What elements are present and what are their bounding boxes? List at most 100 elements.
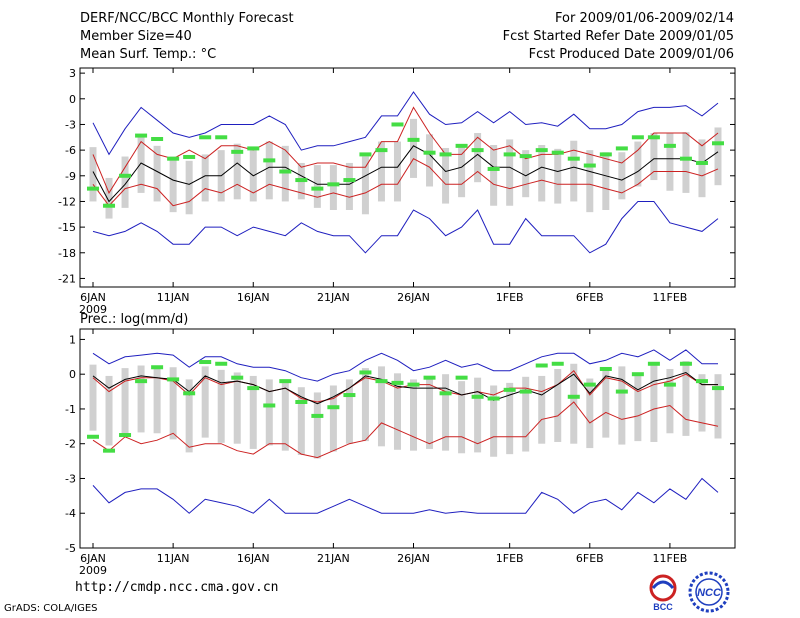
observed-mark-p1-1 [103, 448, 116, 453]
ensemble-bar-p1-24 [474, 377, 482, 453]
xtick-label-p0-1: 11JAN [157, 291, 190, 304]
xtick-label-p1-3: 21JAN [317, 552, 350, 565]
ensemble-bar-p0-29 [554, 148, 562, 204]
ensemble-bar-p1-32 [602, 368, 610, 438]
observed-mark-p0-14 [311, 186, 324, 191]
observed-mark-p0-27 [519, 154, 532, 159]
ensemble-bar-p1-23 [458, 381, 466, 454]
ensemble-bar-p1-14 [313, 392, 321, 459]
plot-frame-p0 [79, 67, 736, 288]
xtick-label-p1-2: 16JAN [237, 552, 270, 565]
observed-mark-p1-37 [679, 361, 692, 366]
ensemble-bar-p1-22 [442, 374, 450, 451]
observed-mark-p1-12 [279, 379, 292, 384]
observed-mark-p0-21 [423, 150, 436, 155]
observed-mark-p1-15 [327, 405, 340, 410]
ensemble-bar-p1-16 [345, 379, 353, 444]
ensemble-bar-p1-26 [506, 382, 514, 455]
ensemble-bar-p0-38 [698, 139, 706, 198]
observed-mark-p0-33 [615, 146, 628, 151]
observed-mark-p0-31 [583, 163, 596, 168]
observed-mark-p0-28 [535, 148, 548, 153]
ensemble-bar-p1-7 [201, 366, 209, 438]
xtick-label-p1-0: 6JAN [80, 552, 106, 565]
observed-mark-p1-36 [663, 382, 676, 387]
ensemble-bar-p1-17 [361, 368, 369, 442]
observed-mark-p0-11 [263, 158, 276, 163]
ytick-label-p0-1: 0 [69, 93, 76, 106]
observed-mark-p1-29 [551, 361, 564, 366]
ensemble-bar-p1-25 [490, 385, 498, 457]
observed-mark-p1-5 [167, 377, 180, 382]
observed-mark-p0-15 [327, 182, 340, 187]
observed-mark-p0-10 [247, 146, 260, 151]
ensemble-bar-p1-2 [121, 368, 129, 436]
ytick-label-p0-0: 3 [69, 67, 76, 80]
observed-mark-p0-23 [455, 143, 468, 148]
observed-mark-p1-14 [311, 413, 324, 418]
series-line-mean-p1 [92, 371, 718, 405]
header-left: DERF/NCC/BCC Monthly Forecast Member Siz… [80, 10, 294, 64]
source-url[interactable]: http://cmdp.ncc.cma.gov.cn [75, 580, 279, 595]
ytick-label-p1-4: -3 [65, 472, 76, 485]
ensemble-bar-p0-1 [105, 177, 113, 219]
ensemble-bar-p0-26 [506, 139, 514, 206]
ensemble-bar-p0-32 [602, 152, 610, 211]
ensemble-bar-p1-0 [89, 364, 97, 431]
observed-mark-p1-31 [583, 382, 596, 387]
ensemble-bar-p0-7 [201, 154, 209, 202]
ensemble-bar-p1-39 [714, 374, 722, 439]
ensemble-bar-p0-21 [426, 134, 434, 187]
ensemble-bar-p0-19 [393, 141, 401, 202]
ensemble-bar-p0-23 [458, 144, 466, 198]
ytick-label-p0-5: -12 [58, 195, 76, 208]
observed-mark-p0-5 [167, 156, 180, 161]
ensemble-bar-p1-18 [377, 366, 385, 447]
bcc-logo: BCC [649, 574, 677, 612]
ytick-label-p1-2: -1 [65, 403, 76, 416]
observed-mark-p0-12 [279, 169, 292, 174]
observed-mark-p0-1 [103, 203, 116, 208]
observed-mark-p1-20 [407, 382, 420, 387]
observed-mark-p1-3 [135, 379, 148, 384]
ensemble-bar-p1-1 [105, 375, 113, 446]
observed-mark-p0-9 [231, 149, 244, 154]
ensemble-bar-p0-28 [538, 144, 546, 202]
observed-mark-p0-39 [712, 141, 724, 146]
ensemble-bar-p1-4 [153, 365, 161, 434]
observed-mark-p1-38 [695, 379, 708, 384]
ensemble-bar-p1-31 [586, 378, 594, 449]
xtick-label-p0-4: 26JAN [397, 291, 430, 304]
observed-mark-p0-18 [375, 148, 388, 153]
observed-mark-p1-18 [375, 379, 388, 384]
xtick-label-p1-6: 6FEB [576, 552, 604, 565]
ensemble-bar-p0-9 [233, 143, 241, 200]
observed-mark-p0-0 [87, 186, 99, 191]
observed-mark-p0-2 [119, 173, 132, 178]
observed-mark-p1-23 [455, 375, 468, 380]
ensemble-bar-p0-16 [345, 162, 353, 211]
observed-mark-p0-37 [679, 156, 692, 161]
observed-mark-p0-6 [183, 154, 196, 159]
ensemble-bar-p0-35 [650, 133, 658, 181]
ensemble-bar-p0-4 [153, 145, 161, 202]
ytick-label-p1-5: -4 [65, 507, 76, 520]
bcc-logo-text: BCC [653, 602, 673, 612]
observed-mark-p1-26 [503, 387, 516, 392]
ytick-label-p1-3: -2 [65, 438, 76, 451]
ensemble-bar-p1-28 [538, 375, 546, 444]
observed-mark-p0-24 [471, 148, 484, 153]
xtick-label-p1-1: 11JAN [157, 552, 190, 565]
ensemble-bar-p1-29 [554, 368, 562, 442]
ensemble-bar-p0-12 [281, 145, 289, 202]
ensemble-bar-p0-11 [265, 141, 273, 200]
xtick-label-p1-5: 1FEB [496, 552, 524, 565]
ensemble-bar-p0-24 [474, 133, 482, 183]
observed-mark-p0-30 [567, 156, 580, 161]
xtick-label-p0-0: 6JAN [80, 291, 106, 304]
ncc-logo: NCC [688, 571, 730, 613]
observed-mark-p0-16 [343, 178, 356, 183]
observed-mark-p0-29 [551, 150, 564, 155]
produced-date: Fcst Produced Date 2009/01/06 [528, 47, 734, 62]
observed-mark-p0-3 [135, 133, 148, 138]
